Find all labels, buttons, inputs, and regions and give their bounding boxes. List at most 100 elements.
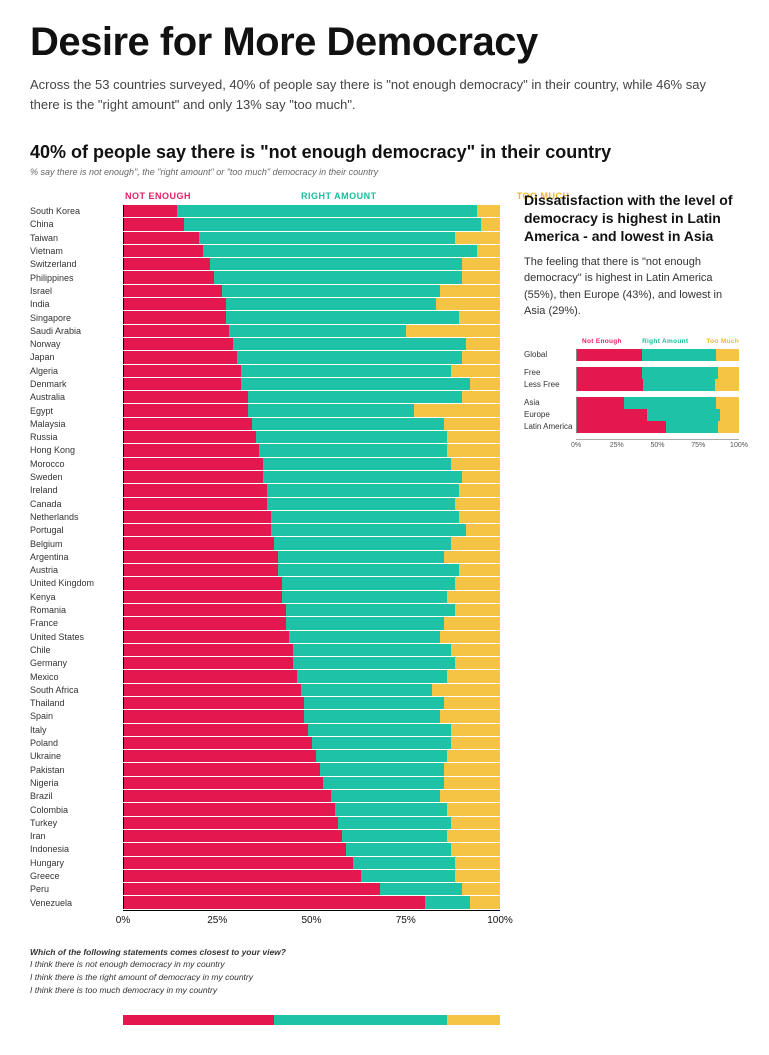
seg-ne: [124, 617, 286, 629]
chart-title: 40% of people say there is "not enough d…: [30, 142, 739, 163]
seg-tm: [447, 750, 500, 762]
seg-ra: [226, 298, 437, 310]
country-label: Taiwan: [30, 232, 123, 244]
seg-ra: [338, 817, 451, 829]
seg-ra: [320, 763, 444, 775]
seg-ra: [184, 218, 481, 230]
seg-ra: [289, 631, 439, 643]
bar-track: [123, 591, 500, 603]
seg-ra: [342, 830, 447, 842]
bar-track: [123, 245, 500, 257]
seg-ra: [263, 471, 462, 483]
mini-seg-tm: [718, 421, 739, 433]
seg-tm: [414, 404, 500, 416]
country-label: Ukraine: [30, 750, 123, 762]
seg-tm: [451, 724, 500, 736]
bar-track: [123, 737, 500, 749]
seg-ra: [222, 285, 440, 297]
seg-ne: [124, 883, 380, 895]
mini-track: [576, 409, 739, 421]
seg-ne: [124, 218, 184, 230]
seg-ne: [124, 391, 248, 403]
footnote-answer-2: I think there is too much democracy in m…: [30, 984, 500, 997]
bar-row: Belgium: [30, 537, 500, 550]
seg-ne: [124, 511, 271, 523]
seg-ne: [124, 498, 267, 510]
seg-ne: [124, 351, 237, 363]
seg-tm: [455, 498, 500, 510]
seg-ra: [282, 577, 455, 589]
bottom-summary-bar: [123, 1015, 500, 1025]
country-label: Netherlands: [30, 511, 123, 523]
seg-ne: [124, 564, 278, 576]
mini-axis-tick: 0%: [571, 442, 581, 449]
seg-ne: [124, 338, 233, 350]
mini-track: [576, 421, 739, 433]
bar-row: Philippines: [30, 271, 500, 284]
bar-row: Ireland: [30, 484, 500, 497]
bar-track: [123, 258, 500, 270]
footnote-answer-0: I think there is not enough democracy in…: [30, 958, 500, 971]
main-chart: Not Enough Right Amount Too Much South K…: [30, 191, 500, 1025]
bottom-seg-tm: [447, 1015, 500, 1025]
bar-row: Austria: [30, 564, 500, 577]
seg-ra: [312, 737, 451, 749]
bar-row: Chile: [30, 644, 500, 657]
seg-tm: [455, 232, 500, 244]
mini-seg-ra: [624, 397, 716, 409]
country-label: Singapore: [30, 311, 123, 323]
seg-ra: [177, 205, 478, 217]
seg-ra: [267, 498, 455, 510]
bar-row: Spain: [30, 710, 500, 723]
bar-track: [123, 817, 500, 829]
seg-tm: [455, 857, 500, 869]
seg-ra: [335, 803, 448, 815]
bar-row: Poland: [30, 737, 500, 750]
seg-tm: [447, 830, 500, 842]
mini-seg-tm: [715, 379, 739, 391]
bar-track: [123, 365, 500, 377]
country-label: Malaysia: [30, 418, 123, 430]
bar-track: [123, 577, 500, 589]
bar-track: [123, 777, 500, 789]
country-label: Japan: [30, 351, 123, 363]
bar-row: Indonesia: [30, 843, 500, 856]
country-label: Venezuela: [30, 896, 123, 908]
mini-group: Global: [524, 349, 739, 361]
bar-row: Peru: [30, 883, 500, 896]
mini-axis-tick: 50%: [650, 442, 664, 449]
bar-row: Denmark: [30, 378, 500, 391]
seg-ra: [271, 524, 467, 536]
seg-tm: [459, 484, 500, 496]
country-label: Denmark: [30, 378, 123, 390]
side-title: Dissatisfaction with the level of democr…: [524, 191, 739, 246]
footnote: Which of the following statements comes …: [30, 946, 500, 997]
bar-track: [123, 644, 500, 656]
bottom-seg-ne: [123, 1015, 274, 1025]
mini-row: Free: [524, 367, 739, 379]
bar-track: [123, 484, 500, 496]
seg-tm: [444, 418, 500, 430]
seg-ne: [124, 431, 256, 443]
seg-tm: [406, 325, 500, 337]
bar-track: [123, 883, 500, 895]
country-label: Italy: [30, 724, 123, 736]
seg-ne: [124, 232, 199, 244]
mini-group: FreeLess Free: [524, 367, 739, 391]
seg-tm: [455, 870, 500, 882]
country-label: Israel: [30, 285, 123, 297]
seg-tm: [462, 271, 500, 283]
seg-ra: [252, 418, 444, 430]
mini-seg-ne: [577, 349, 642, 361]
bar-row: United Kingdom: [30, 577, 500, 590]
seg-ra: [353, 857, 455, 869]
bar-row: Norway: [30, 338, 500, 351]
mini-seg-ra: [666, 421, 718, 433]
bar-track: [123, 418, 500, 430]
mini-seg-tm: [716, 397, 739, 409]
bar-row: Pakistan: [30, 763, 500, 776]
seg-ne: [124, 325, 229, 337]
mini-row: Europe: [524, 409, 739, 421]
country-label: Australia: [30, 391, 123, 403]
seg-ne: [124, 896, 425, 908]
